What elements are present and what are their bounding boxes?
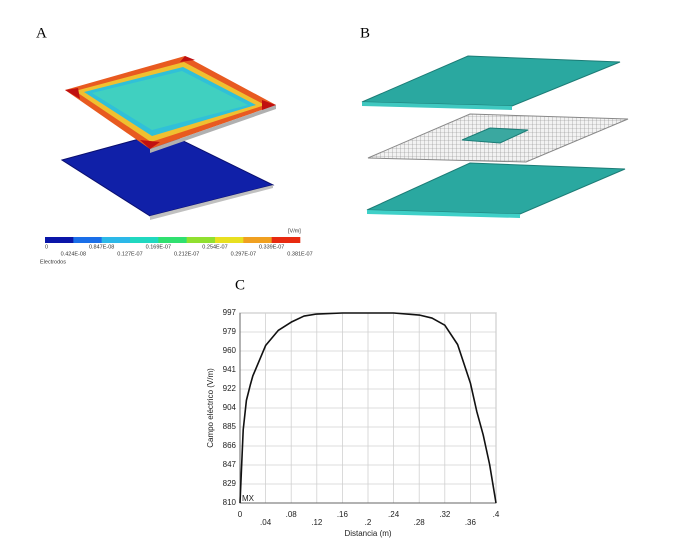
line-chart: 810 829 847 866 885 904 922 941 960 979 997 0 .04 .08…	[206, 308, 500, 538]
colorbar-segment	[130, 237, 159, 243]
colorbar-segment	[215, 237, 244, 243]
colorbar-segment	[271, 237, 301, 243]
x-tick-label: .28	[414, 518, 426, 527]
y-tick-label: 922	[223, 384, 237, 393]
colorbar-segment	[73, 237, 102, 243]
panel-b-render	[361, 55, 629, 218]
y-tick-label: 810	[223, 498, 237, 507]
colorbar-label: 0.339E-07	[259, 244, 284, 250]
panel-label: C	[235, 277, 245, 293]
y-tick-label: 866	[223, 441, 237, 450]
data-line	[239, 312, 497, 504]
colorbar-segment	[101, 237, 131, 243]
colorbar-label: 0	[45, 244, 48, 250]
colorbar-label: 0.381E-07	[287, 251, 312, 257]
y-tick-label: 997	[223, 308, 237, 317]
colorbar-label: 0.212E-07	[174, 251, 199, 257]
colorbar-label: 0.297E-07	[231, 251, 256, 257]
colorbar-label: 0.254E-07	[202, 244, 227, 250]
x-tick-label: .4	[493, 510, 500, 519]
y-tick-label: 904	[223, 403, 237, 412]
unit-label: [V/m]	[288, 228, 301, 234]
y-tick-label: 829	[223, 479, 237, 488]
y-tick-label: 885	[223, 422, 237, 431]
y-axis-label: Campo eléctrico (V/m)	[206, 368, 215, 448]
colorbar-segment	[45, 237, 74, 243]
x-tick-label: .12	[311, 518, 323, 527]
colorbar-label: 0.424E-08	[61, 251, 86, 257]
x-tick-label: .32	[439, 510, 451, 519]
annotation: MX	[242, 494, 255, 503]
panel-a-render	[60, 56, 276, 220]
x-tick-label: 0	[238, 510, 243, 519]
x-tick-label: .36	[465, 518, 477, 527]
colorbar-label: 0.169E-07	[146, 244, 171, 250]
x-tick-label: .04	[260, 518, 272, 527]
x-tick-label: .2	[365, 518, 372, 527]
x-axis-label: Distancia (m)	[344, 529, 391, 538]
colorbar-label: 0.127E-07	[117, 251, 142, 257]
colorbar-segment	[243, 237, 272, 243]
colorbar-segment	[186, 237, 216, 243]
y-tick-label: 979	[223, 327, 237, 336]
caption: Electrodos	[40, 259, 66, 265]
colorbar-segment	[158, 237, 187, 243]
y-tick-label: 941	[223, 365, 237, 374]
colorbar-label: 0.847E-08	[89, 244, 114, 250]
panel-label: A	[36, 25, 47, 41]
colorbar: 00.424E-080.847E-080.127E-070.169E-070.2…	[45, 237, 313, 257]
y-tick-label: 960	[223, 346, 237, 355]
x-tick-label: .24	[388, 510, 400, 519]
x-tick-label: .08	[286, 510, 298, 519]
x-tick-label: .16	[337, 510, 349, 519]
panel-label: B	[360, 25, 370, 41]
y-tick-label: 847	[223, 460, 237, 469]
